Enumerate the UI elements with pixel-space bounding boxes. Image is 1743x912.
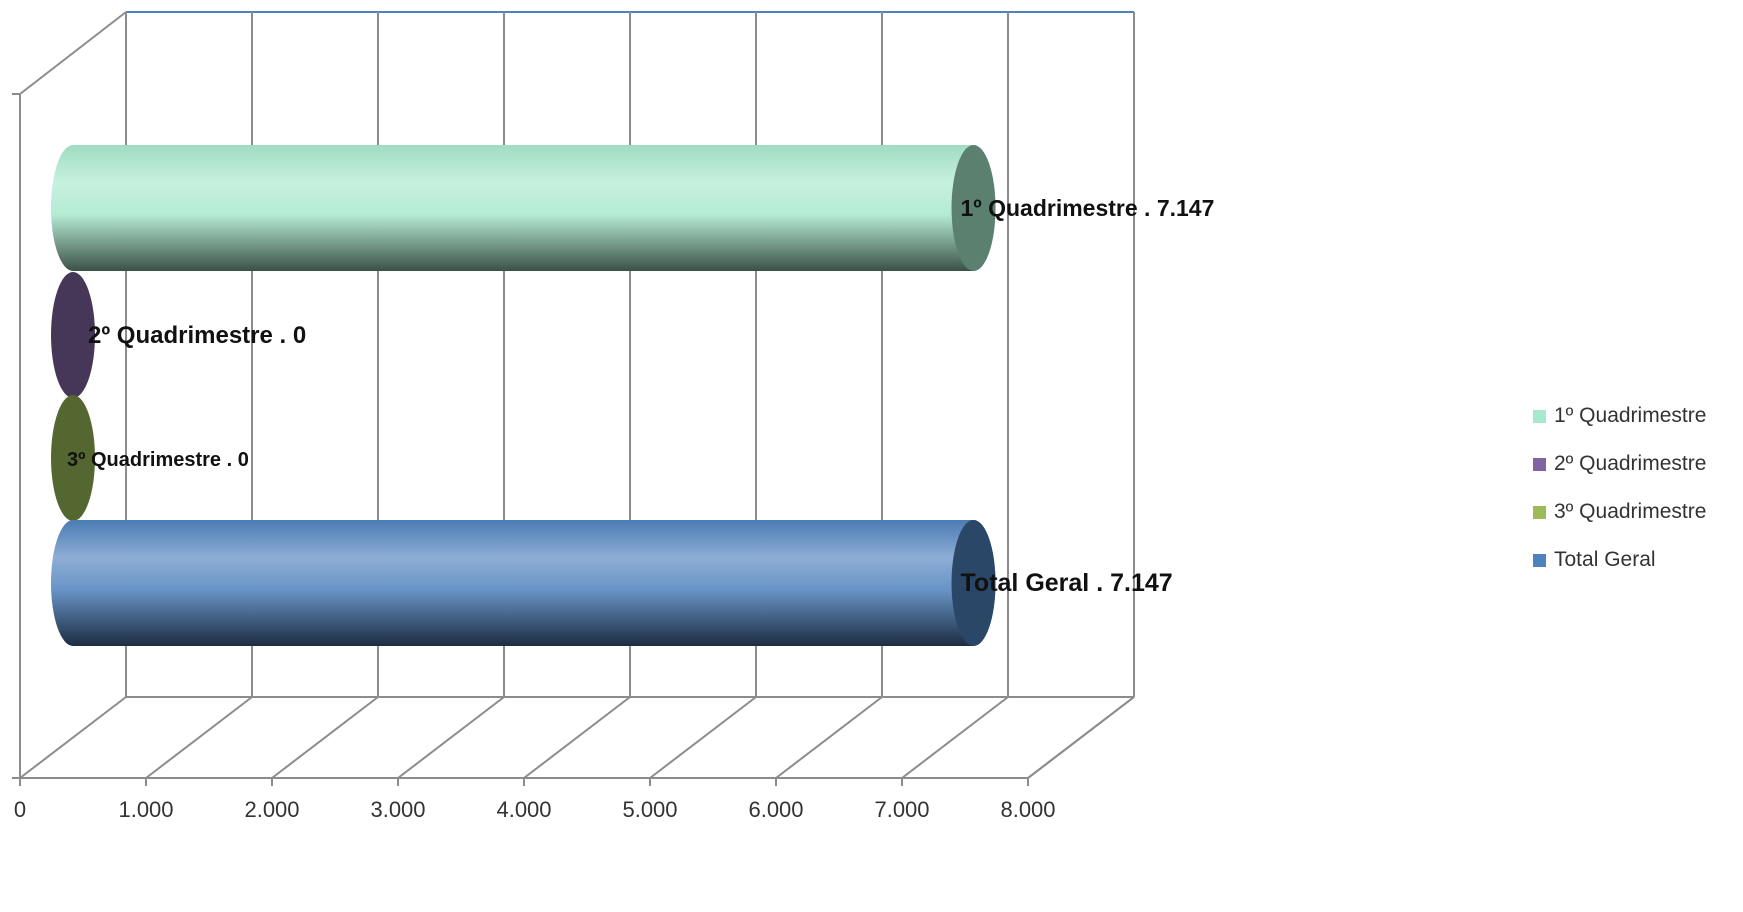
legend-item-3: 3º Quadrimestre [1533, 488, 1743, 536]
data-labels: 1º Quadrimestre . 7.147 2º Quadrimestre .… [67, 195, 1214, 597]
gridline-floor [1027, 696, 1135, 779]
gridline-floor [145, 696, 253, 779]
x-tick-label: 2.000 [244, 797, 299, 822]
legend-label-2: 2º Quadrimestre [1554, 452, 1707, 475]
x-tick-label: 7.000 [874, 797, 929, 822]
legend-item-2: 2º Quadrimestre [1533, 440, 1743, 488]
bar-cap [51, 395, 95, 521]
x-tick-label: 5.000 [622, 797, 677, 822]
bar-cap [951, 145, 996, 271]
data-label-2: 2º Quadrimestre . 0 [88, 322, 306, 349]
side-wall-top-edge [19, 11, 127, 95]
gridline-floor [775, 696, 883, 779]
legend-label-1: 1º Quadrimestre [1554, 404, 1707, 427]
legend-item-1: 1º Quadrimestre [1533, 392, 1743, 440]
bar-cap [51, 272, 95, 398]
legend-label-4: Total Geral [1554, 548, 1656, 571]
gridline-floor [271, 696, 379, 779]
bar-2 [51, 272, 95, 398]
legend-swatch-3 [1533, 505, 1546, 519]
bar-body [51, 520, 996, 646]
gridlines [19, 12, 1135, 779]
gridline-floor [649, 696, 757, 779]
x-axis-ticks: 0 1.000 2.000 3.000 4.000 5.000 6.000 7.000 8.00… [14, 778, 1056, 822]
bar-body [51, 145, 996, 271]
legend-swatch-4 [1533, 553, 1546, 567]
legend-swatch-1 [1533, 409, 1546, 423]
gridline-floor [19, 696, 127, 779]
legend-swatch-2 [1533, 457, 1546, 471]
chart-legend: 1º Quadrimestre 2º Quadrimestre 3º Quadr… [1533, 392, 1743, 584]
legend-label-3: 3º Quadrimestre [1554, 500, 1707, 523]
x-tick-label: 6.000 [748, 797, 803, 822]
x-tick-label: 1.000 [118, 797, 173, 822]
gridline-floor [397, 696, 505, 779]
data-label-3: 3º Quadrimestre . 0 [67, 449, 249, 471]
x-tick-label: 8.000 [1000, 797, 1055, 822]
bar-cap [951, 520, 996, 646]
bars [51, 145, 996, 646]
bar-1 [51, 145, 996, 271]
x-tick-label: 3.000 [370, 797, 425, 822]
bar-3 [51, 395, 95, 521]
data-label-1: 1º Quadrimestre . 7.147 [961, 195, 1215, 221]
legend-item-4: Total Geral [1533, 536, 1743, 584]
plot-frame [12, 11, 1135, 779]
data-label-4: Total Geral . 7.147 [961, 569, 1173, 597]
x-tick-label: 0 [14, 797, 26, 822]
gridline-floor [901, 696, 1009, 779]
bar-4 [51, 520, 996, 646]
x-tick-label: 4.000 [496, 797, 551, 822]
gridline-floor [523, 696, 631, 779]
